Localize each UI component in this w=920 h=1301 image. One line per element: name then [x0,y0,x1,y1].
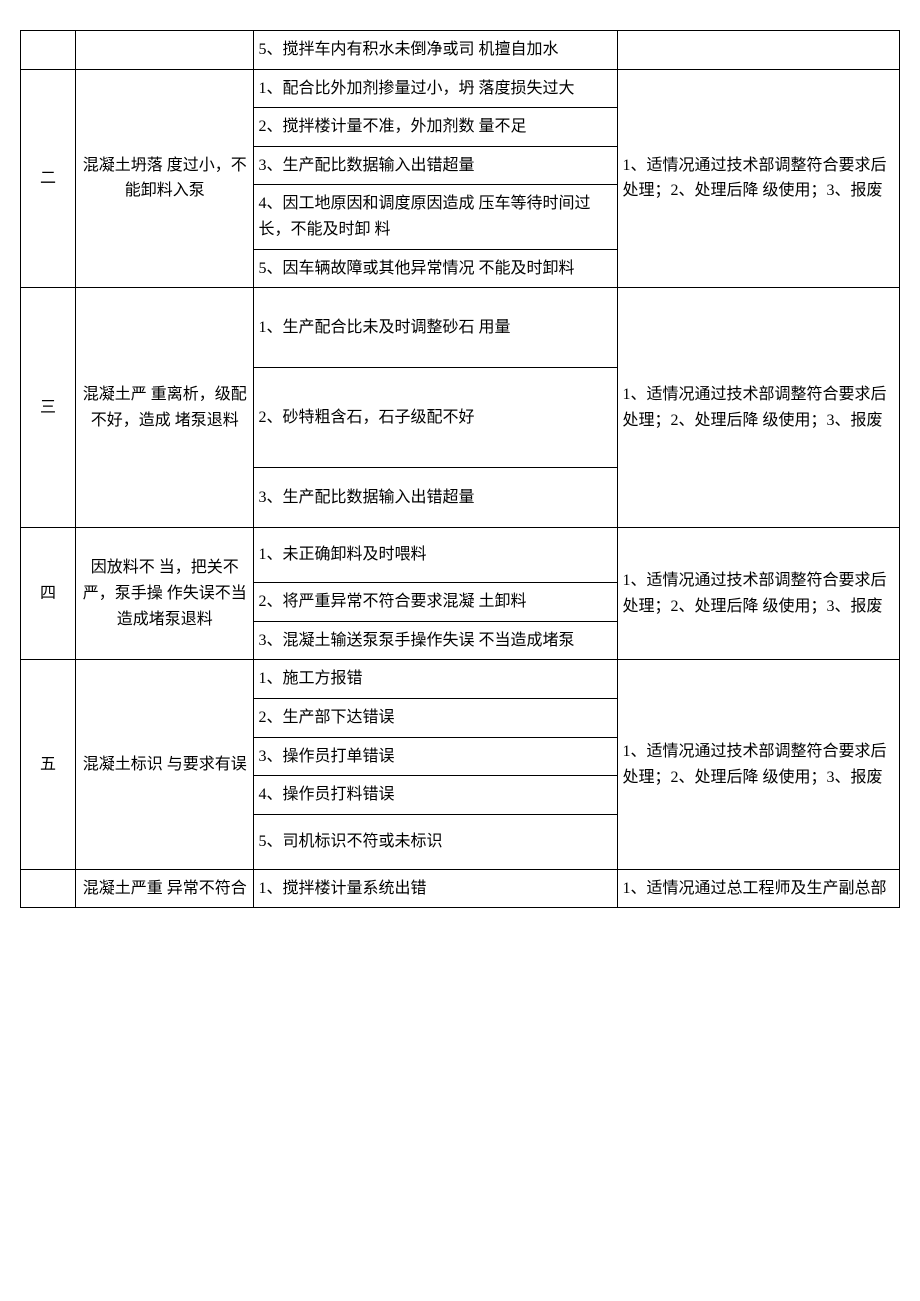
cell-action: 1、适情况通过技术部调整符合要求后 处理；2、处理后降 级使用；3、报废 [618,69,900,288]
cell-cause: 1、搅拌楼计量系统出错 [254,869,618,908]
cell-cause: 5、司机标识不符或未标识 [254,814,618,869]
cell-action: 1、适情况通过技术部调整符合要求后 处理；2、处理后降 级使用；3、报废 [618,288,900,528]
cell-num: 二 [21,69,76,288]
cell-cause: 5、因车辆故障或其他异常情况 不能及时卸料 [254,249,618,288]
cell-num [21,869,76,908]
cell-num: 五 [21,660,76,869]
table-row: 三 混凝土严 重离析，级配 不好，造成 堵泵退料 1、生产配合比未及时调整砂石 … [21,288,900,368]
cell-num [21,31,76,70]
cell-num: 四 [21,528,76,660]
cell-cause: 4、因工地原因和调度原因造成 压车等待时间过长，不能及时卸 料 [254,185,618,249]
table-row: 二 混凝土坍落 度过小，不 能卸料入泵 1、配合比外加剂掺量过小，坍 落度损失过… [21,69,900,108]
cell-phenom: 混凝土坍落 度过小，不 能卸料入泵 [75,69,254,288]
cell-cause: 2、将严重异常不符合要求混凝 土卸料 [254,583,618,622]
cell-phenom: 混凝土严 重离析，级配 不好，造成 堵泵退料 [75,288,254,528]
table-row: 5、搅拌车内有积水未倒净或司 机擅自加水 [21,31,900,70]
cell-phenom: 因放料不 当，把关不 严，泵手操 作失误不当 造成堵泵退料 [75,528,254,660]
cell-cause: 3、混凝土输送泵泵手操作失误 不当造成堵泵 [254,621,618,660]
defect-table: 5、搅拌车内有积水未倒净或司 机擅自加水 二 混凝土坍落 度过小，不 能卸料入泵… [20,30,900,908]
table-row: 混凝土严重 异常不符合 1、搅拌楼计量系统出错 1、适情况通过总工程师及生产副总… [21,869,900,908]
cell-cause: 4、操作员打料错误 [254,776,618,815]
table-body: 5、搅拌车内有积水未倒净或司 机擅自加水 二 混凝土坍落 度过小，不 能卸料入泵… [21,31,900,908]
table-row: 四 因放料不 当，把关不 严，泵手操 作失误不当 造成堵泵退料 1、未正确卸料及… [21,528,900,583]
cell-cause: 2、砂特粗含石，石子级配不好 [254,368,618,468]
cell-cause: 2、搅拌楼计量不准，外加剂数 量不足 [254,108,618,147]
cell-cause: 5、搅拌车内有积水未倒净或司 机擅自加水 [254,31,618,70]
cell-cause: 3、生产配比数据输入出错超量 [254,146,618,185]
cell-phenom: 混凝土标识 与要求有误 [75,660,254,869]
cell-cause: 3、生产配比数据输入出错超量 [254,468,618,528]
table-row: 五 混凝土标识 与要求有误 1、施工方报错 1、适情况通过技术部调整符合要求后 … [21,660,900,699]
cell-cause: 1、配合比外加剂掺量过小，坍 落度损失过大 [254,69,618,108]
cell-cause: 1、生产配合比未及时调整砂石 用量 [254,288,618,368]
cell-action [618,31,900,70]
cell-action: 1、适情况通过技术部调整符合要求后 处理；2、处理后降 级使用；3、报废 [618,660,900,869]
cell-cause: 1、施工方报错 [254,660,618,699]
cell-cause: 3、操作员打单错误 [254,737,618,776]
cell-cause: 2、生产部下达错误 [254,698,618,737]
cell-action: 1、适情况通过技术部调整符合要求后 处理；2、处理后降 级使用；3、报废 [618,528,900,660]
cell-action: 1、适情况通过总工程师及生产副总部 [618,869,900,908]
cell-phenom: 混凝土严重 异常不符合 [75,869,254,908]
cell-num: 三 [21,288,76,528]
cell-cause: 1、未正确卸料及时喂料 [254,528,618,583]
cell-phenom [75,31,254,70]
